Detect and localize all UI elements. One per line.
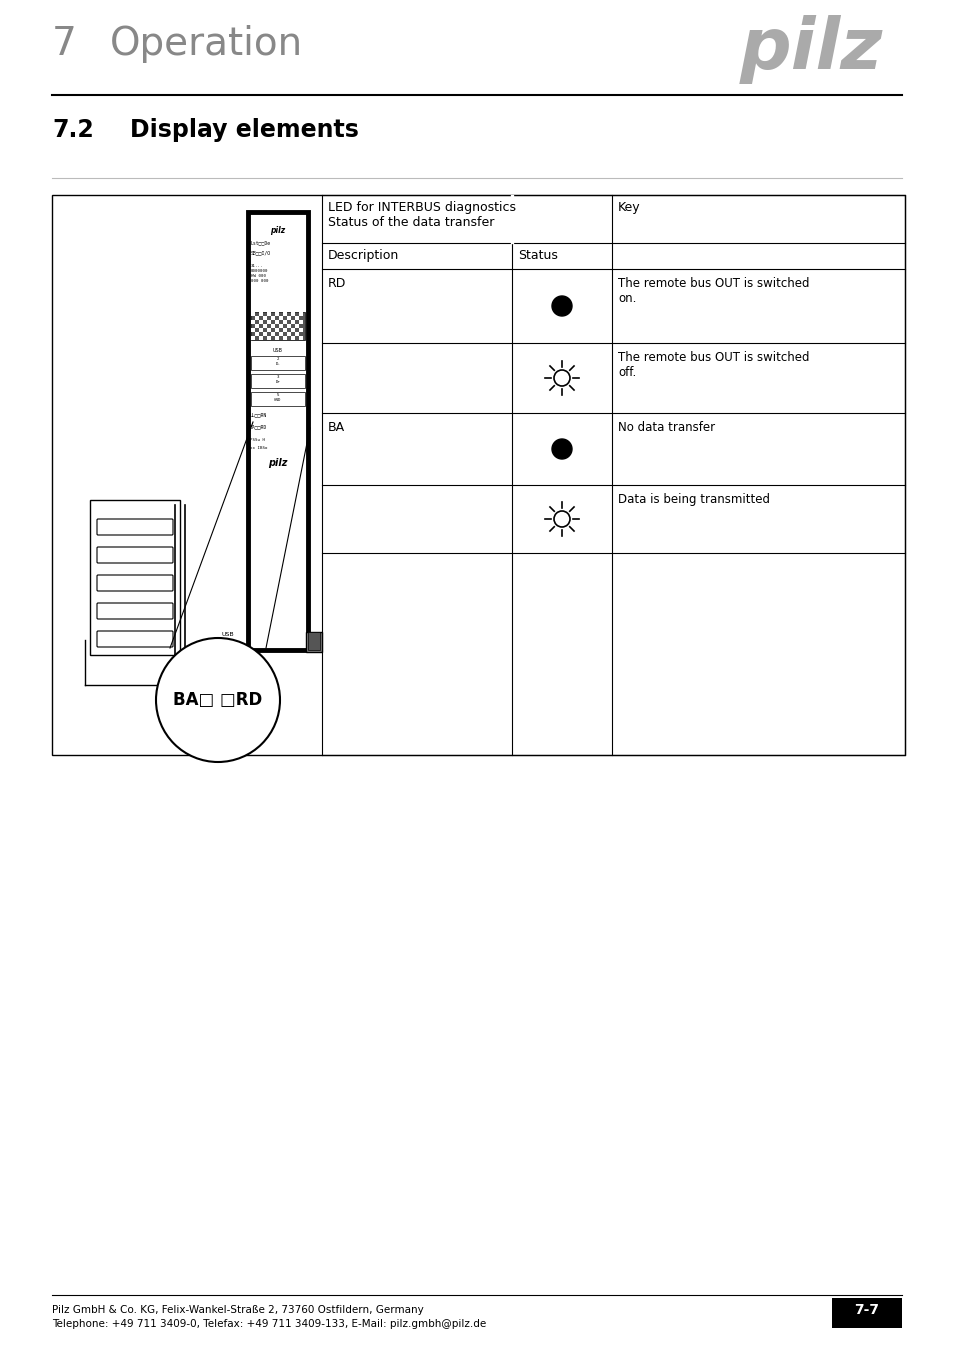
Bar [294, 324, 298, 328]
Bar [291, 328, 294, 332]
Bar [278, 316, 283, 320]
Text: USB: USB [273, 348, 283, 352]
Bar [283, 312, 287, 316]
Bar [271, 324, 274, 328]
Text: 3
D+: 3 D+ [275, 375, 280, 383]
Bar [298, 328, 303, 332]
Text: No data transfer: No data transfer [618, 421, 715, 433]
Text: RD: RD [328, 277, 346, 290]
Bar [271, 316, 274, 320]
Bar [251, 336, 254, 340]
Bar [291, 336, 294, 340]
Bar [267, 328, 271, 332]
Bar [287, 316, 291, 320]
Text: Key: Key [618, 201, 640, 215]
FancyBboxPatch shape [97, 630, 172, 647]
Bar [294, 332, 298, 336]
Bar [287, 332, 291, 336]
Bar [263, 324, 267, 328]
Text: Status: Status [517, 248, 558, 262]
Text: USB: USB [221, 632, 233, 637]
FancyBboxPatch shape [97, 603, 172, 620]
Text: 7.2: 7.2 [52, 117, 93, 142]
FancyBboxPatch shape [97, 575, 172, 591]
Bar [831, 1297, 901, 1328]
Bar [278, 324, 283, 328]
Bar [52, 194, 904, 755]
Bar [287, 324, 291, 328]
Text: Operation: Operation [110, 26, 303, 63]
Text: xx IBSo: xx IBSo [250, 446, 267, 450]
Bar [251, 392, 305, 406]
Text: BA: BA [328, 421, 345, 433]
Text: Telephone: +49 711 3409-0, Telefax: +49 711 3409-133, E-Mail: pilz.gmbh@pilz.de: Telephone: +49 711 3409-0, Telefax: +49 … [52, 1319, 486, 1328]
Text: 5
GND: 5 GND [274, 393, 281, 401]
Bar [274, 312, 278, 316]
Bar [274, 320, 278, 324]
Text: 7: 7 [52, 26, 77, 63]
Text: pilz: pilz [740, 15, 882, 84]
Bar [254, 316, 258, 320]
Text: The remote bus OUT is switched
off.: The remote bus OUT is switched off. [618, 351, 809, 379]
Text: 31...
0000000
HW 000
000 000: 31... 0000000 HW 000 000 000 [251, 265, 268, 282]
Text: The remote bus OUT is switched
on.: The remote bus OUT is switched on. [618, 277, 809, 305]
Bar [263, 332, 267, 336]
Text: 7-7: 7-7 [854, 1303, 879, 1318]
FancyBboxPatch shape [97, 547, 172, 563]
Bar [254, 332, 258, 336]
Bar [306, 632, 322, 652]
Bar [254, 324, 258, 328]
Bar [283, 336, 287, 340]
Bar [251, 356, 305, 370]
Bar [267, 336, 271, 340]
Bar [278, 332, 283, 336]
Bar [274, 328, 278, 332]
Bar [251, 312, 254, 316]
Bar [294, 316, 298, 320]
Text: BA□ □RD: BA□ □RD [173, 691, 262, 709]
Text: pilz: pilz [268, 458, 288, 468]
Bar [283, 328, 287, 332]
Bar [251, 320, 254, 324]
Text: PSSu H: PSSu H [250, 437, 265, 441]
Bar [291, 312, 294, 316]
Text: BA□□RD: BA□□RD [250, 424, 267, 429]
Bar [274, 336, 278, 340]
Bar [263, 316, 267, 320]
Bar [298, 336, 303, 340]
Text: LED for INTERBUS diagnostics
Status of the data transfer: LED for INTERBUS diagnostics Status of t… [328, 201, 516, 230]
Bar [248, 212, 308, 649]
Bar [298, 312, 303, 316]
Bar [251, 328, 254, 332]
Bar [251, 374, 305, 387]
Bar [267, 320, 271, 324]
Text: pilz: pilz [270, 225, 285, 235]
Circle shape [552, 439, 572, 459]
Circle shape [554, 370, 569, 386]
FancyBboxPatch shape [97, 518, 172, 535]
Text: UL□□RN: UL□□RN [250, 412, 267, 417]
Bar [90, 500, 180, 655]
Bar [251, 312, 305, 340]
Circle shape [156, 639, 280, 761]
Bar [258, 312, 263, 316]
Text: Data is being transmitted: Data is being transmitted [618, 493, 769, 506]
Circle shape [554, 512, 569, 526]
Bar [291, 320, 294, 324]
Bar [258, 328, 263, 332]
Text: 2
D-: 2 D- [275, 356, 280, 366]
Bar [271, 332, 274, 336]
Bar [258, 320, 263, 324]
Bar [308, 632, 319, 649]
Bar [283, 320, 287, 324]
Text: Description: Description [328, 248, 399, 262]
Text: SB□□I/O: SB□□I/O [251, 250, 271, 255]
Text: Display elements: Display elements [130, 117, 358, 142]
Circle shape [552, 296, 572, 316]
Bar [258, 336, 263, 340]
Text: Pilz GmbH & Co. KG, Felix-Wankel-Straße 2, 73760 Ostfildern, Germany: Pilz GmbH & Co. KG, Felix-Wankel-Straße … [52, 1305, 423, 1315]
Bar [267, 312, 271, 316]
Bar [298, 320, 303, 324]
Text: Lst□□De: Lst□□De [251, 240, 271, 244]
